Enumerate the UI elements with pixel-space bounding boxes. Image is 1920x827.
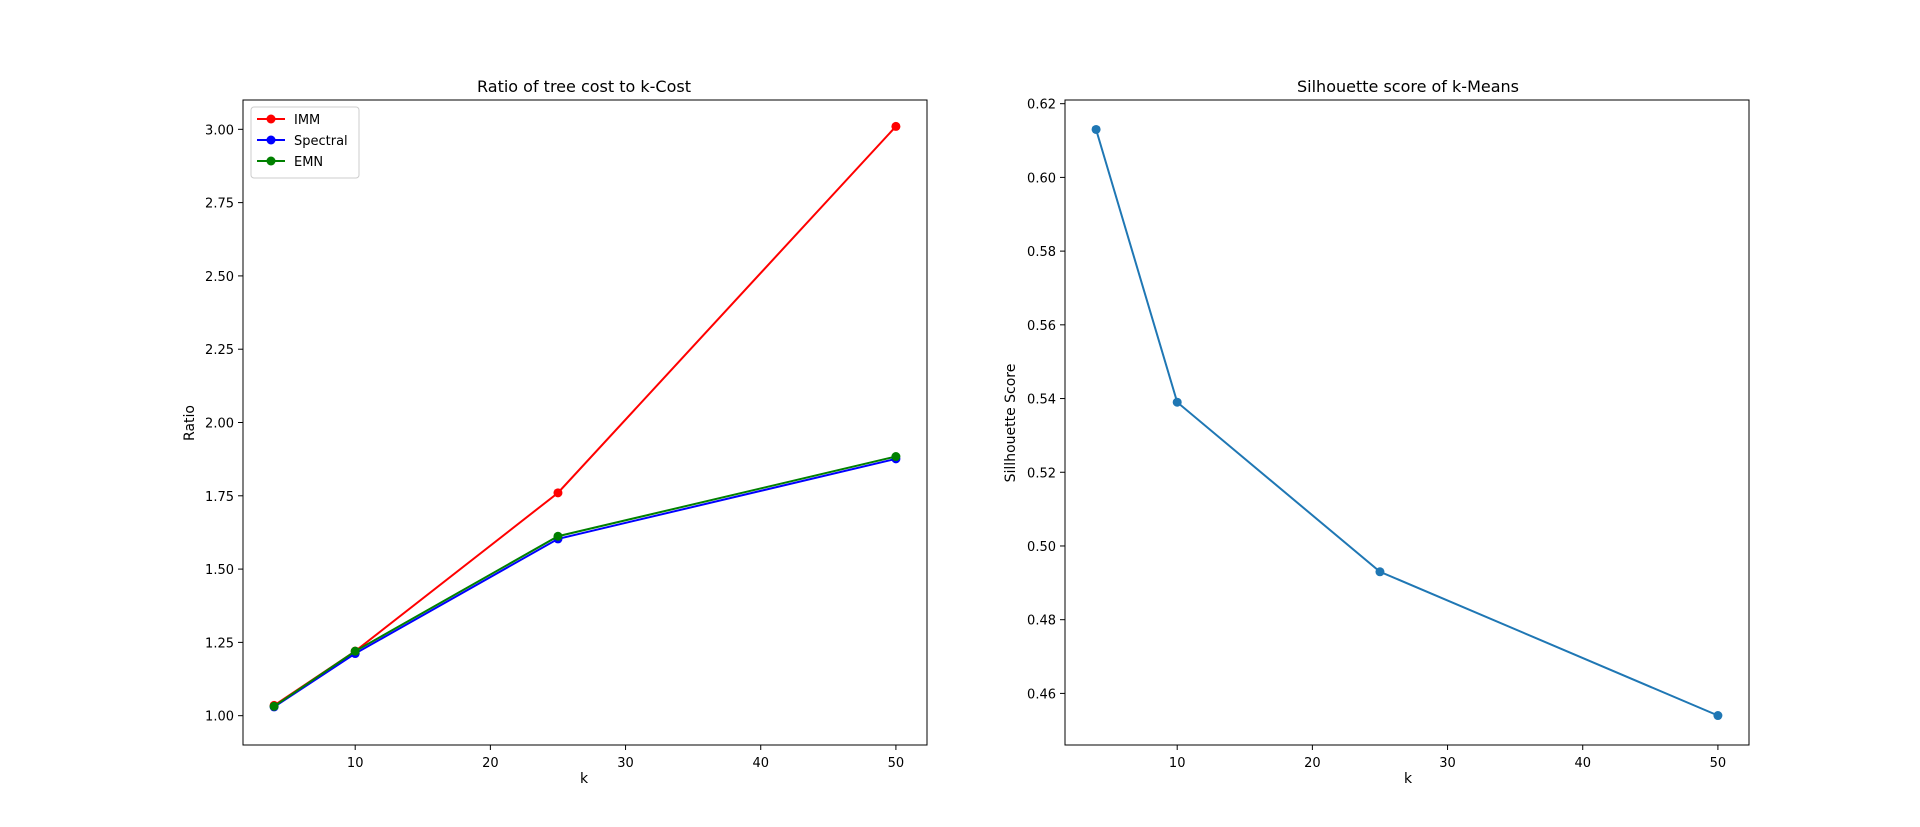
y-tick-label: 1.50 — [205, 563, 234, 578]
data-point — [891, 121, 901, 131]
data-point — [1091, 124, 1101, 134]
y-tick-label: 0.54 — [1027, 393, 1056, 408]
series-line-0-1 — [273, 457, 897, 708]
y-tick-label: 0.62 — [1027, 98, 1056, 113]
y-tick-label: 2.75 — [205, 197, 234, 212]
ratio-chart-xlabel: k — [580, 771, 589, 787]
silhouette-chart-ylabel: Sillhouette Score — [1003, 364, 1019, 483]
ratio-plot-area: 10 20 30 40 50 1.00 1.25 1.50 1.75 2.00 2.25 2.50 2.… — [205, 99, 928, 771]
x-tick-label: 20 — [482, 756, 499, 771]
y-tick-label: 0.58 — [1027, 245, 1056, 260]
x-tick-label: 40 — [1574, 756, 1591, 771]
silhouette-chart: Silhouette score of k-Means k Sillhouett… — [1003, 77, 1750, 787]
y-tick-label: 2.50 — [205, 270, 234, 285]
y-tick-label: 1.25 — [205, 636, 234, 651]
y-tick-label: 2.00 — [205, 417, 234, 432]
x-tick-label: 20 — [1304, 756, 1321, 771]
ratio-chart: Ratio of tree cost to k-Cost k Ratio 10 2… — [182, 77, 928, 787]
y-tick-label: 0.48 — [1027, 614, 1056, 629]
data-point — [553, 488, 563, 498]
data-point — [269, 701, 279, 711]
legend-swatch-marker — [266, 135, 276, 145]
y-tick-label: 2.25 — [205, 343, 234, 358]
legend-label: EMN — [294, 155, 323, 170]
x-tick-label: 40 — [752, 756, 769, 771]
data-point — [1375, 567, 1385, 577]
series-line-0-2 — [273, 455, 897, 708]
series-line-1-0 — [1095, 129, 1719, 717]
y-tick-label: 0.52 — [1027, 466, 1056, 481]
x-tick-label: 30 — [617, 756, 634, 771]
data-point — [891, 452, 901, 462]
x-tick-label: 50 — [888, 756, 905, 771]
y-tick-label: 0.60 — [1027, 171, 1056, 186]
y-tick-label: 0.56 — [1027, 319, 1056, 334]
silhouette-plot-area: 10 20 30 40 50 0.46 0.48 0.50 0.52 0.54 0.56 0.58 0.… — [1027, 98, 1750, 771]
legend-swatch-marker — [266, 114, 276, 124]
y-tick-label: 3.00 — [205, 123, 234, 138]
ratio-chart-title: Ratio of tree cost to k-Cost — [477, 77, 691, 96]
data-point — [1172, 397, 1182, 407]
y-tick-label: 0.50 — [1027, 540, 1056, 555]
x-tick-label: 30 — [1439, 756, 1456, 771]
data-point — [1713, 711, 1723, 721]
data-point — [553, 531, 563, 541]
axes-frame — [1064, 99, 1750, 746]
x-tick-label: 50 — [1710, 756, 1727, 771]
y-tick-label: 1.75 — [205, 490, 234, 505]
x-tick-label: 10 — [1169, 756, 1186, 771]
data-point — [350, 646, 360, 656]
legend-label: IMM — [294, 113, 320, 128]
legend-label: Spectral — [294, 134, 348, 149]
y-tick-label: 0.46 — [1027, 687, 1056, 702]
silhouette-chart-title: Silhouette score of k-Means — [1297, 77, 1519, 96]
legend: IMM Spectral EMN — [250, 106, 360, 179]
x-tick-label: 10 — [347, 756, 364, 771]
silhouette-chart-xlabel: k — [1404, 771, 1413, 787]
ratio-chart-ylabel: Ratio — [182, 405, 198, 441]
y-tick-label: 1.00 — [205, 710, 234, 725]
legend-swatch-marker — [266, 156, 276, 166]
